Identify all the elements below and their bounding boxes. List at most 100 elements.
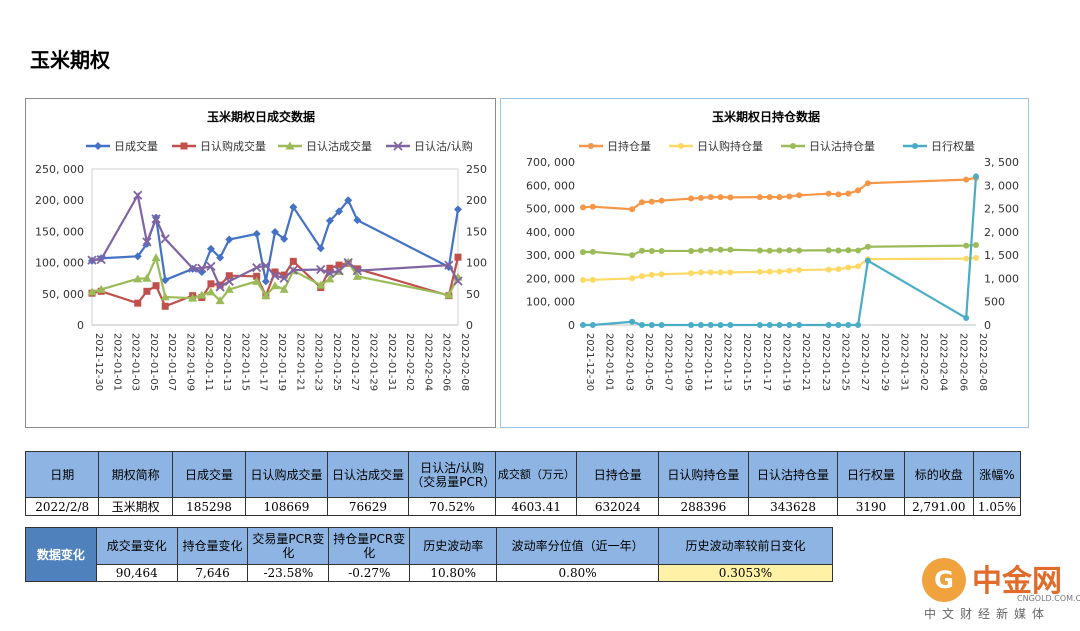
data-point-circle: [766, 247, 773, 254]
data-point-circle: [629, 275, 636, 282]
y-tick-label: 150, 000: [35, 225, 84, 238]
y2-tick-label: 50: [466, 288, 480, 301]
data-point-diamond: [206, 244, 215, 253]
data-point-x: [288, 265, 298, 275]
data-point-x: [270, 271, 280, 281]
data-point-circle: [629, 206, 636, 213]
data-point-circle: [589, 203, 596, 210]
header-cell: 历史波动率较前日变化: [658, 527, 833, 565]
header-cell: 日认沽持仓量: [747, 451, 839, 498]
data-point-circle: [658, 271, 665, 278]
data-point-circle: [855, 322, 862, 328]
value-cell: 10.80%: [409, 564, 498, 582]
header-cell: 交易量PCR变化: [247, 527, 330, 565]
header-cell: 日行权量: [837, 451, 905, 498]
data-point-x: [334, 266, 344, 276]
x-tick-label: 2022-02-02: [918, 333, 929, 391]
data-point-circle: [963, 255, 970, 262]
data-point-circle: [963, 242, 970, 249]
change-table-label: 数据变化: [25, 527, 97, 582]
data-point-diamond: [94, 142, 102, 150]
data-point-triangle: [270, 281, 280, 290]
data-point-circle: [786, 247, 793, 254]
data-point-circle: [825, 247, 832, 254]
watermark-logo: G 中金网 CNGOLD.COM.CN 中文财经新媒体: [922, 556, 1080, 626]
y-tick-label: 500, 000: [526, 203, 575, 216]
header-cell: 日认购成交量: [245, 451, 328, 498]
data-point-square: [353, 265, 361, 273]
data-point-triangle: [325, 274, 335, 283]
header-cell: 历史波动率: [409, 527, 498, 565]
y2-tick-label: 100: [466, 257, 487, 270]
value-cell: 3190: [837, 497, 905, 516]
x-tick-label: 2022-01-29: [368, 333, 379, 391]
data-point-circle: [648, 271, 655, 278]
data-point-x: [151, 214, 161, 224]
data-point-circle: [629, 318, 636, 325]
data-point-circle: [717, 194, 724, 201]
page-title: 玉米期权: [30, 48, 110, 72]
data-point-circle: [688, 247, 695, 254]
data-point-x: [133, 190, 143, 200]
daily-open-interest-chart: 玉米期权日持仓数据 0 100, 000 200, 000 300, 000 400, 0…: [500, 98, 1029, 428]
data-point-triangle: [352, 271, 362, 280]
header-cell: 持仓量PCR变化: [328, 527, 411, 565]
x-tick-label: 2022-01-05: [643, 333, 654, 391]
data-point-x: [215, 282, 225, 292]
data-point-x: [197, 263, 207, 273]
legend-label: 日认购持仓量: [697, 139, 763, 153]
value-cell: 玉米期权: [98, 497, 173, 516]
y2-tick-label: 200: [466, 194, 487, 207]
x-tick-label: 2022-02-02: [404, 333, 415, 391]
data-point-diamond: [335, 207, 344, 216]
data-point-x: [87, 255, 97, 265]
data-point-circle: [786, 267, 793, 274]
x-tick-label: 2022-01-03: [623, 333, 634, 391]
data-point-circle: [697, 194, 704, 201]
legend-label: 日认沽成交量: [306, 139, 372, 153]
data-point-x: [142, 237, 152, 247]
data-point-circle: [835, 266, 842, 273]
data-point-circle: [796, 267, 803, 274]
legend-label: 日行权量: [931, 140, 975, 153]
header-cell: 波动率分位值（近一年）: [496, 527, 659, 565]
data-point-diamond: [280, 234, 289, 243]
x-tick-label: 2022-01-19: [276, 333, 287, 391]
data-point-x: [261, 261, 271, 271]
data-point-circle: [786, 322, 793, 328]
data-point-circle: [973, 173, 979, 180]
x-tick-label: 2022-02-08: [977, 333, 988, 391]
header-cell: 日成交量: [171, 451, 247, 498]
y-tick-label: 400, 000: [526, 226, 575, 239]
data-point-circle: [845, 264, 852, 271]
value-cell: 4603.41: [494, 497, 578, 516]
x-tick-label: 2022-01-19: [781, 333, 792, 391]
data-point-circle: [629, 252, 636, 259]
y2-tick-label: 500: [984, 296, 1005, 309]
data-point-circle: [864, 257, 871, 264]
value-cell: 70.52%: [408, 497, 496, 516]
legend-label: 日成交量: [114, 139, 158, 153]
x-tick-label: 2021-12-30: [93, 333, 104, 391]
data-point-x: [96, 254, 106, 265]
data-point-circle: [638, 199, 645, 206]
legend-item: 日认沽/认购: [386, 139, 473, 153]
data-point-x: [325, 268, 335, 278]
data-point-x: [393, 141, 403, 151]
data-point-x: [252, 262, 262, 273]
x-tick-label: 2022-01-03: [130, 333, 141, 391]
data-point-diamond: [216, 253, 225, 262]
x-tick-label: 2022-01-01: [111, 333, 122, 391]
data-point-circle: [707, 246, 714, 253]
data-point-circle: [790, 143, 796, 149]
y2-tick-label: 2, 000: [984, 226, 1019, 239]
data-point-circle: [727, 322, 734, 328]
data-point-circle: [580, 249, 586, 256]
legend-item: 日认购成交量: [172, 139, 266, 153]
data-point-circle: [776, 322, 783, 328]
x-tick-label: 2022-01-05: [148, 333, 159, 391]
x-tick-label: 2022-01-21: [800, 333, 811, 391]
data-point-circle: [707, 269, 714, 276]
chart-title: 玉米期权日持仓数据: [712, 109, 820, 124]
data-point-circle: [658, 247, 665, 254]
